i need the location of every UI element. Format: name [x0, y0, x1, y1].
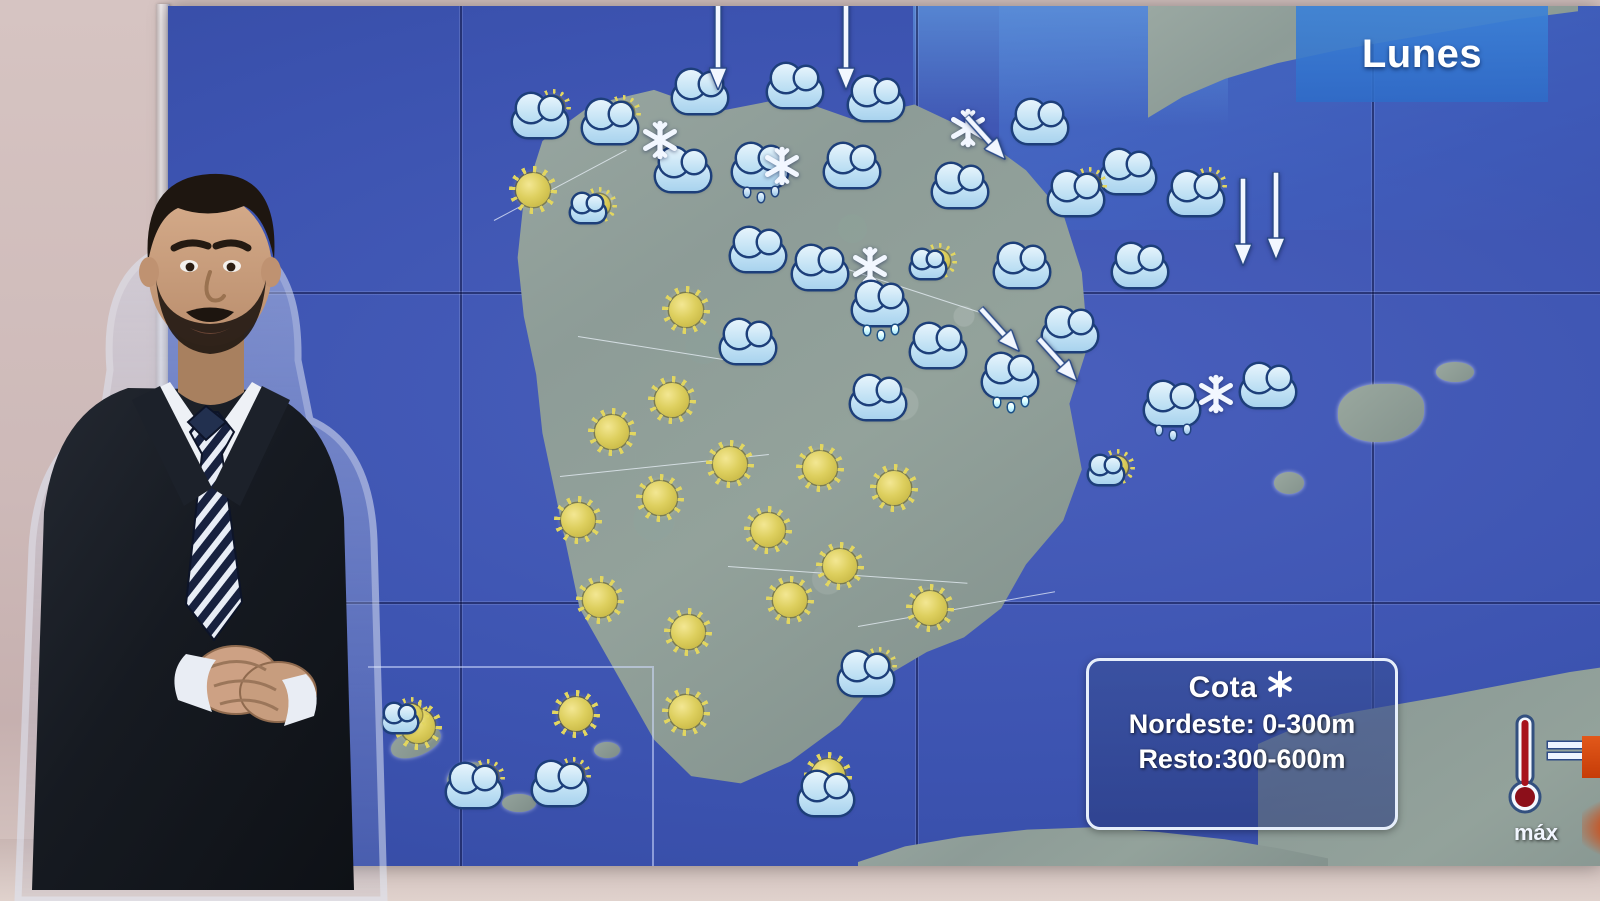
snowflake-icon	[1265, 669, 1295, 707]
weather-map-panel[interactable]: Lunes Cota Nordeste: 0-300m Resto:300-60…	[168, 6, 1600, 866]
sun-shape	[595, 415, 629, 449]
drops-shape	[1154, 424, 1194, 446]
sun-shape	[516, 173, 550, 207]
cloud-shape	[839, 652, 893, 695]
cloud-shape	[1241, 364, 1295, 407]
cloud-shape	[1043, 308, 1097, 351]
sun-shape	[583, 583, 617, 617]
snowflake-glyph	[849, 245, 891, 287]
landmass-ibiza	[1274, 472, 1304, 494]
sun-shape	[561, 503, 595, 537]
cloud-shape	[1013, 100, 1067, 143]
canary-islands-inset	[368, 666, 654, 866]
drops-shape	[742, 186, 782, 208]
cloud-shape	[911, 324, 965, 367]
cloud-shape	[1145, 382, 1199, 425]
cloud-shape	[1089, 456, 1123, 484]
weather-presenter	[10, 120, 400, 901]
sun-shape	[803, 451, 837, 485]
clock-badge: 07:19	[1582, 736, 1600, 778]
snowflake-glyph	[761, 145, 803, 187]
cloud-shape	[583, 100, 637, 143]
day-banner: Lunes	[1296, 6, 1548, 102]
sun-shape	[669, 293, 703, 327]
sun-shape	[913, 591, 947, 625]
thermometer-widget: máx	[1502, 712, 1582, 845]
arrow-down-right-icon-glyph	[974, 302, 1026, 357]
legend-line-northeast: Nordeste: 0-300m	[1128, 709, 1356, 739]
cloud-shape	[533, 762, 587, 805]
snow-level-legend-box: Cota Nordeste: 0-300m Resto:300-600m	[1086, 658, 1398, 830]
cloud-shape	[1101, 150, 1155, 193]
cloud-shape	[1049, 172, 1103, 215]
arrow-down-right-icon-glyph	[1032, 332, 1084, 387]
equals-icon	[1548, 742, 1582, 762]
cloud-shape	[911, 250, 945, 278]
channel-logo[interactable]: 24h	[1582, 792, 1600, 864]
day-label: Lunes	[1361, 31, 1483, 76]
snowflake-glyph	[1195, 373, 1237, 415]
sun-shape	[877, 471, 911, 505]
cloud-shape	[983, 354, 1037, 397]
thermometer-icon	[1502, 714, 1548, 824]
sun-shape	[823, 549, 857, 583]
sun-shape	[751, 513, 785, 547]
sun-shape	[655, 383, 689, 417]
cloud-shape	[1113, 244, 1167, 287]
cloud-shape	[1169, 172, 1223, 215]
thermometer-label: máx	[1513, 820, 1559, 845]
legend-title: Cota	[1188, 671, 1258, 704]
sun-shape	[669, 695, 703, 729]
cloud-shape	[995, 244, 1049, 287]
grid-line-vertical	[460, 6, 462, 866]
landmass-canary-isle	[502, 794, 536, 812]
cloud-shape	[793, 246, 847, 289]
sun-shape	[671, 615, 705, 649]
drops-shape	[862, 324, 902, 346]
cloud-shape	[447, 764, 501, 807]
arrow-down-icon-glyph	[709, 6, 727, 90]
legend-title-row: Cota	[1099, 669, 1385, 707]
snowflake-glyph	[639, 119, 681, 161]
cloud-shape	[853, 282, 907, 325]
sun-shape	[773, 583, 807, 617]
cloud-shape	[513, 94, 567, 137]
cloud-shape	[656, 148, 710, 191]
cloud-shape	[851, 376, 905, 419]
cloud-shape	[933, 164, 987, 207]
sun-shape	[643, 481, 677, 515]
arrow-down-icon-glyph	[837, 6, 855, 90]
landmass-canary-isle	[594, 742, 620, 758]
cloud-shape	[849, 77, 903, 120]
cloud-shape	[799, 772, 853, 815]
cloud-shape	[825, 144, 879, 187]
arrow-down-icon-glyph	[1234, 178, 1252, 266]
cloud-shape	[571, 194, 605, 222]
sun-shape	[559, 697, 593, 731]
cloud-shape	[731, 228, 785, 271]
cloud-shape	[721, 320, 775, 363]
sun-shape	[713, 447, 747, 481]
arrow-down-right-icon-glyph	[960, 110, 1012, 165]
legend-line-rest: Resto:300-600m	[1138, 743, 1346, 774]
cloud-shape	[768, 64, 822, 107]
landmass-mallorca	[1338, 384, 1424, 442]
arrow-down-icon-glyph	[1267, 172, 1285, 260]
landmass-menorca	[1436, 362, 1474, 382]
cloud-shape	[383, 704, 417, 732]
drops-shape	[992, 396, 1032, 418]
